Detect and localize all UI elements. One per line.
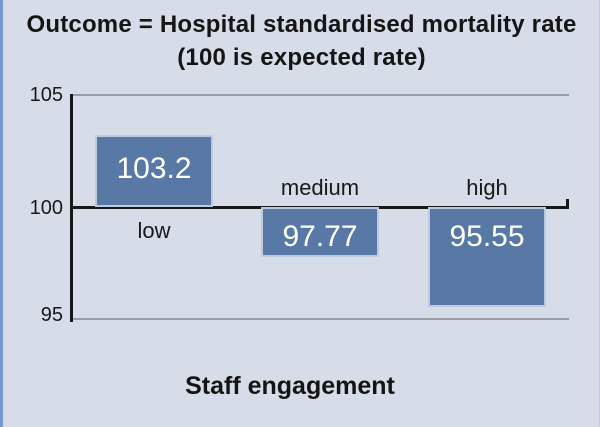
y-tick-label-105: 105 xyxy=(29,84,63,106)
chart-title-line1: Outcome = Hospital standardised mortalit… xyxy=(26,11,577,38)
chart-title-line2: (100 is expected rate) xyxy=(177,44,426,71)
chart-title: Outcome = Hospital standardised mortalit… xyxy=(3,8,599,74)
gridline-95 xyxy=(73,318,569,320)
baseline-end-tick xyxy=(566,199,569,209)
value-label-medium: 97.77 xyxy=(282,219,358,253)
x-axis-title: Staff engagement xyxy=(185,372,395,400)
bar-low xyxy=(95,134,213,207)
category-label-high: high xyxy=(466,174,508,200)
value-label-high: 95.55 xyxy=(449,219,525,253)
category-label-medium: medium xyxy=(280,174,360,200)
y-tick-label-95: 95 xyxy=(40,304,63,326)
value-label-low: 103.2 xyxy=(116,151,192,185)
bar-medium xyxy=(261,206,379,257)
y-tick-label-100: 100 xyxy=(29,197,63,219)
gridline-105 xyxy=(73,94,569,96)
category-label-low: low xyxy=(137,217,171,243)
bar-high xyxy=(428,206,546,307)
